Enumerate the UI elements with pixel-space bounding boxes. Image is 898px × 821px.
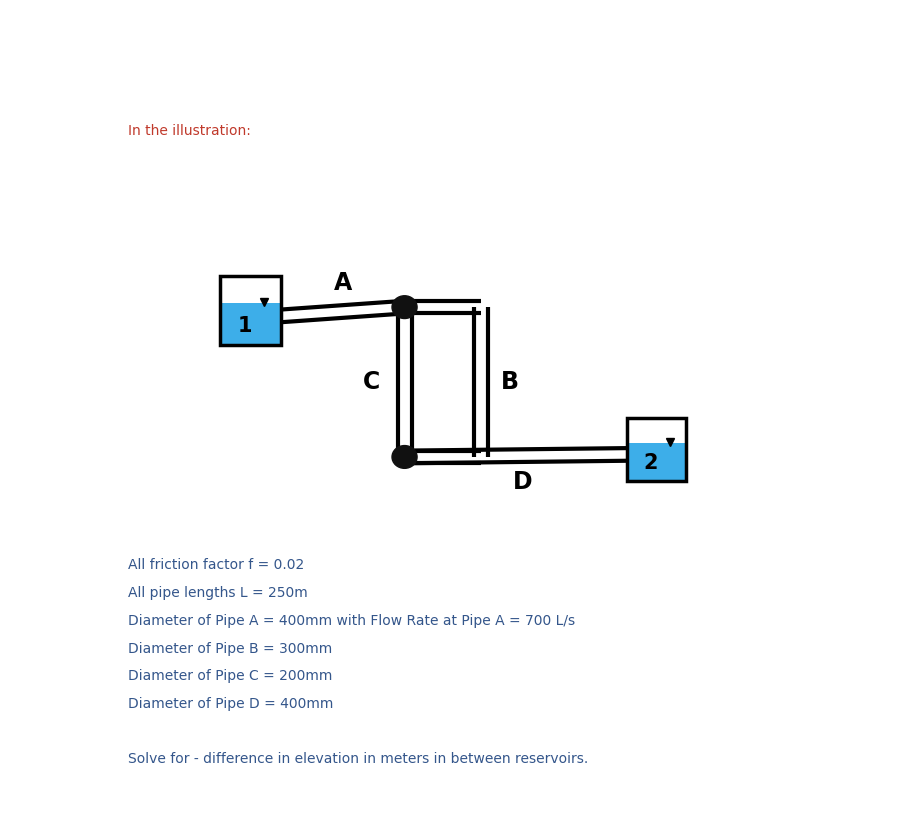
Text: D: D: [513, 470, 533, 494]
Text: C: C: [363, 370, 380, 394]
Bar: [220, 276, 281, 345]
Text: 1: 1: [237, 315, 251, 336]
Bar: [220, 303, 281, 345]
Text: A: A: [334, 271, 352, 295]
Text: Solve for - difference in elevation in meters in between reservoirs.: Solve for - difference in elevation in m…: [128, 751, 588, 765]
Text: All friction factor f = 0.02: All friction factor f = 0.02: [128, 558, 304, 572]
Text: B: B: [501, 370, 519, 394]
Text: Diameter of Pipe D = 400mm: Diameter of Pipe D = 400mm: [128, 697, 333, 711]
Bar: [627, 443, 686, 481]
Circle shape: [392, 446, 417, 468]
Bar: [627, 418, 686, 481]
Text: All pipe lengths L = 250m: All pipe lengths L = 250m: [128, 586, 307, 600]
Text: In the illustration:: In the illustration:: [128, 124, 251, 138]
Circle shape: [392, 296, 417, 319]
Text: 2: 2: [644, 453, 658, 473]
Text: Diameter of Pipe A = 400mm with Flow Rate at Pipe A = 700 L/s: Diameter of Pipe A = 400mm with Flow Rat…: [128, 614, 575, 628]
Text: Diameter of Pipe B = 300mm: Diameter of Pipe B = 300mm: [128, 641, 331, 655]
Text: Diameter of Pipe C = 200mm: Diameter of Pipe C = 200mm: [128, 669, 332, 683]
